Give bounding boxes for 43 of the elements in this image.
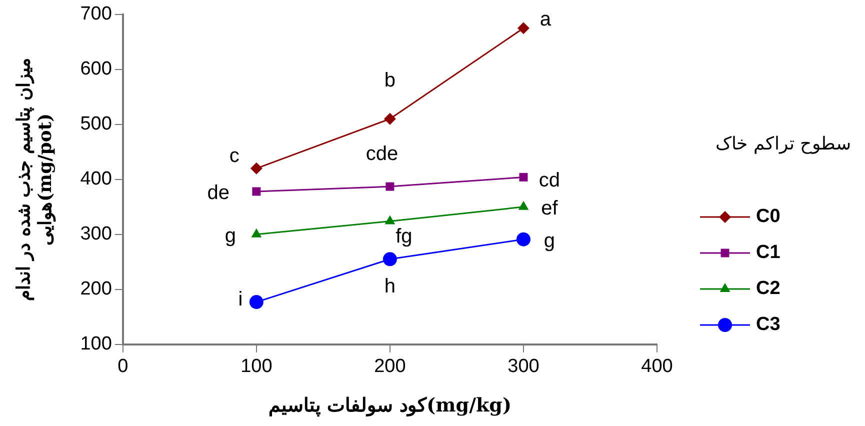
x-tick-label: 100 <box>240 356 272 378</box>
x-tick-label: 300 <box>508 356 540 378</box>
annotation: g <box>224 224 236 247</box>
y-tick-label: 100 <box>80 334 112 355</box>
annotation: cd <box>538 170 560 192</box>
y-tick-label: 200 <box>80 278 112 300</box>
y-tick-label: 500 <box>80 114 112 135</box>
y-tick-label: 400 <box>80 168 112 190</box>
point <box>252 187 261 196</box>
point <box>250 162 262 174</box>
x-tick-label: 0 <box>118 356 128 378</box>
annotation: i <box>238 288 243 311</box>
annotation: g <box>544 230 556 252</box>
legend-label: C0 <box>756 206 780 228</box>
y-axis-title: میزان پتاسیم جذب شده در اندام هوایی(mg/pot) <box>13 58 56 302</box>
legend-label: C1 <box>756 242 781 264</box>
point <box>384 112 396 125</box>
point <box>517 22 530 34</box>
point <box>251 228 262 238</box>
legend-label: C3 <box>756 314 780 336</box>
point <box>384 215 396 224</box>
annotation: a <box>540 8 552 31</box>
point <box>516 232 530 246</box>
annotation: fg <box>396 226 412 248</box>
legend-label: C2 <box>756 278 780 300</box>
annotation: c <box>229 144 240 167</box>
x-tick-label: 200 <box>374 356 406 378</box>
legend-title: سطوح تراکم خاک <box>716 134 851 155</box>
point <box>519 172 528 182</box>
point <box>386 182 394 191</box>
point <box>382 252 397 266</box>
point <box>249 295 264 310</box>
point <box>518 200 529 210</box>
annotation: h <box>384 276 396 298</box>
annotation: cde <box>366 143 398 166</box>
annotation: ef <box>541 197 558 220</box>
annotation: de <box>207 182 230 204</box>
y-tick-label: 700 <box>80 4 112 25</box>
y-tick-label: 600 <box>80 58 112 80</box>
x-tick-label: 400 <box>641 356 673 378</box>
annotation: b <box>384 69 396 92</box>
y-tick-label: 300 <box>80 224 112 245</box>
x-axis-title: کود سولفات پتاسیم(mg/kg) <box>268 394 512 417</box>
